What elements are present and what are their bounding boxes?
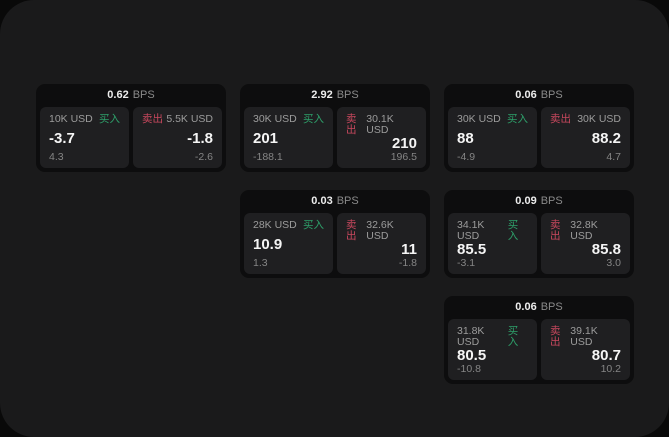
- notional-label: 30K USD: [457, 113, 501, 125]
- buy-price: 201: [253, 129, 279, 147]
- sell-panel[interactable]: 卖出 5.5K USD -1.8 -2.6: [133, 107, 222, 168]
- buy-price: 85.5: [457, 240, 487, 258]
- buy-delta: 4.3: [49, 150, 64, 163]
- quote-board: 0.62 BPS 10K USD 买入 -3.7 4.3 卖出 5.5K USD: [36, 84, 634, 384]
- notional-label: 31.8K USD: [457, 325, 485, 348]
- sell-delta: 3.0: [606, 256, 621, 269]
- bps-header: 0.03 BPS: [240, 190, 430, 213]
- buy-delta: 1.3: [253, 256, 268, 269]
- buy-panel[interactable]: 10K USD 买入 -3.7 4.3: [40, 107, 129, 168]
- sell-panel[interactable]: 卖出 32.6K USD 11 -1.8: [337, 213, 426, 274]
- sell-delta: 10.2: [600, 362, 621, 375]
- bps-unit: BPS: [540, 195, 563, 207]
- notional-label: 10K USD: [49, 113, 93, 125]
- sell-price: 210: [391, 134, 417, 152]
- buy-side-label: 买入: [507, 325, 519, 348]
- sell-delta: 4.7: [606, 150, 621, 163]
- quote-card: 2.92 BPS 30K USD 买入 201 -188.1 卖出 30.1K …: [240, 84, 430, 172]
- bps-value: 0.09: [515, 195, 537, 207]
- buy-delta: -4.9: [457, 150, 476, 163]
- sell-delta: 196.5: [390, 150, 417, 163]
- sell-delta: -2.6: [194, 150, 213, 163]
- sell-panel[interactable]: 卖出 30K USD 88.2 4.7: [541, 107, 630, 168]
- buy-side-label: 买入: [507, 113, 528, 125]
- buy-price: 88: [457, 129, 474, 147]
- sell-delta: -1.8: [398, 256, 417, 269]
- buy-delta: -188.1: [253, 150, 283, 163]
- sell-price: 11: [401, 240, 417, 258]
- buy-panel[interactable]: 28K USD 买入 10.9 1.3: [244, 213, 333, 274]
- sell-price: 88.2: [591, 129, 621, 147]
- buy-side-label: 买入: [303, 219, 324, 231]
- bps-unit: BPS: [540, 301, 563, 313]
- bps-header: 2.92 BPS: [240, 84, 430, 107]
- buy-panel[interactable]: 34.1K USD 买入 85.5 -3.1: [448, 213, 537, 274]
- buy-side-label: 买入: [99, 113, 120, 125]
- notional-label: 30.1K USD: [366, 113, 394, 136]
- bps-unit: BPS: [540, 89, 563, 101]
- quote-card: 0.06 BPS 31.8K USD 买入 80.5 -10.8 卖出 39.1…: [444, 296, 634, 384]
- buy-panel[interactable]: 30K USD 买入 201 -188.1: [244, 107, 333, 168]
- notional-label: 30K USD: [253, 113, 297, 125]
- sell-side-label: 卖出: [550, 113, 571, 125]
- sell-side-label: 卖出: [550, 325, 561, 348]
- sell-panel[interactable]: 卖出 32.8K USD 85.8 3.0: [541, 213, 630, 274]
- buy-side-label: 买入: [303, 113, 324, 125]
- sell-side-label: 卖出: [346, 113, 357, 136]
- notional-label: 30K USD: [577, 113, 621, 125]
- quote-card: 0.06 BPS 30K USD 买入 88 -4.9 卖出 30K USD: [444, 84, 634, 172]
- buy-price: -3.7: [49, 129, 75, 147]
- bps-value: 0.06: [515, 89, 537, 101]
- notional-label: 34.1K USD: [457, 219, 485, 242]
- quote-card: 0.03 BPS 28K USD 买入 10.9 1.3 卖出 32.6K US…: [240, 190, 430, 278]
- bps-unit: BPS: [336, 89, 359, 101]
- sell-side-label: 卖出: [550, 219, 561, 242]
- quote-card: 0.62 BPS 10K USD 买入 -3.7 4.3 卖出 5.5K USD: [36, 84, 226, 172]
- notional-label: 39.1K USD: [570, 325, 598, 348]
- sell-side-label: 卖出: [346, 219, 357, 242]
- sell-price: -1.8: [187, 129, 213, 147]
- bps-header: 0.06 BPS: [444, 84, 634, 107]
- buy-delta: -3.1: [457, 256, 476, 269]
- bps-value: 0.03: [311, 195, 333, 207]
- notional-label: 32.6K USD: [366, 219, 394, 242]
- notional-label: 32.8K USD: [570, 219, 598, 242]
- buy-delta: -10.8: [457, 362, 481, 375]
- bps-header: 0.09 BPS: [444, 190, 634, 213]
- bps-value: 2.92: [311, 89, 333, 101]
- notional-label: 5.5K USD: [166, 113, 213, 125]
- buy-price: 80.5: [457, 346, 487, 364]
- bps-value: 0.06: [515, 301, 537, 313]
- buy-panel[interactable]: 31.8K USD 买入 80.5 -10.8: [448, 319, 537, 380]
- bps-unit: BPS: [336, 195, 359, 207]
- buy-price: 10.9: [253, 235, 283, 253]
- quote-card: 0.09 BPS 34.1K USD 买入 85.5 -3.1 卖出 32.8K…: [444, 190, 634, 278]
- bps-unit: BPS: [132, 89, 155, 101]
- sell-panel[interactable]: 卖出 30.1K USD 210 196.5: [337, 107, 426, 168]
- buy-side-label: 买入: [507, 219, 519, 242]
- sell-side-label: 卖出: [142, 113, 163, 125]
- sell-panel[interactable]: 卖出 39.1K USD 80.7 10.2: [541, 319, 630, 380]
- notional-label: 28K USD: [253, 219, 297, 231]
- bps-value: 0.62: [107, 89, 129, 101]
- buy-panel[interactable]: 30K USD 买入 88 -4.9: [448, 107, 537, 168]
- sell-price: 80.7: [591, 346, 621, 364]
- sell-price: 85.8: [591, 240, 621, 258]
- bps-header: 0.06 BPS: [444, 296, 634, 319]
- bps-header: 0.62 BPS: [36, 84, 226, 107]
